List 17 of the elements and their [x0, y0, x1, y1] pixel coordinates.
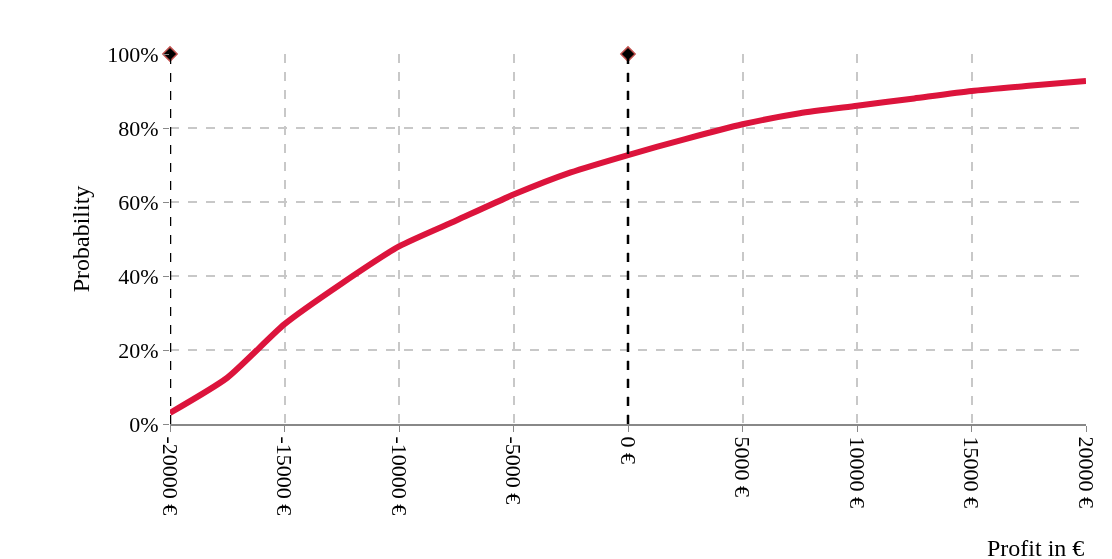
- y-tick-label: 0%: [129, 411, 159, 437]
- x-tick-label: -10000 €: [386, 436, 412, 516]
- y-tick-label: 40%: [118, 263, 159, 289]
- x-tick-label: -5000 €: [501, 436, 527, 505]
- x-tick-label: -15000 €: [272, 436, 298, 516]
- y-tick-label: 100%: [107, 41, 159, 67]
- x-tick-label: 0 €: [615, 436, 641, 464]
- y-tick-label: 60%: [118, 189, 159, 215]
- y-tick-label: 20%: [118, 337, 159, 363]
- x-tick-label: -20000 €: [157, 436, 183, 516]
- x-tick-label: 10000 €: [844, 436, 870, 508]
- x-tick-label: 15000 €: [959, 436, 985, 508]
- x-tick-label: 5000 €: [730, 436, 756, 497]
- x-axis-title: Profit in €: [987, 535, 1085, 559]
- y-tick-label: 80%: [118, 115, 159, 141]
- x-tick-label: 20000 €: [1073, 436, 1099, 508]
- y-axis-title: Probability: [68, 185, 95, 293]
